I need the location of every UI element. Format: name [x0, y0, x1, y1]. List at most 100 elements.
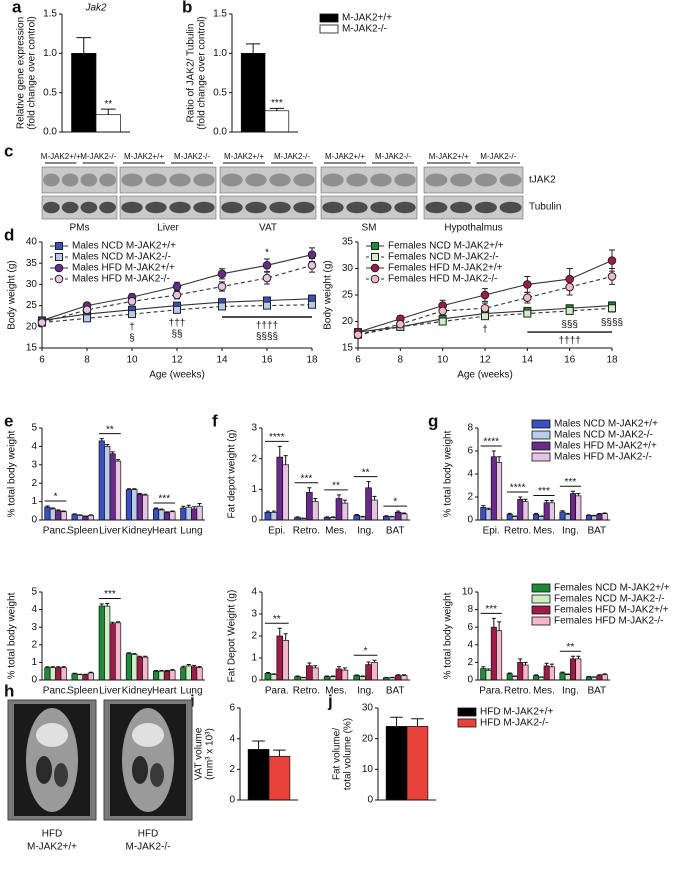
error-bar	[45, 666, 50, 668]
error-bar	[354, 513, 359, 516]
y-axis-label: Ratio of JAK2/ Tubulin	[186, 24, 197, 123]
y-axis-label: (fold change over control)	[27, 16, 38, 129]
bar	[109, 453, 116, 521]
error-bar	[512, 515, 517, 517]
legend-marker	[371, 253, 379, 261]
blot-band	[145, 173, 167, 187]
x-tick-label: Panc.	[43, 526, 69, 537]
bar	[131, 654, 138, 681]
bar	[169, 511, 176, 521]
blot-band	[293, 173, 315, 187]
legend-label: Males HFD M-JAK2-/-	[72, 274, 170, 285]
x-tick-label: 6	[355, 355, 361, 366]
y-tick-label: 0	[251, 675, 257, 686]
error-bar	[486, 507, 491, 510]
y-tick-label: 4	[467, 639, 473, 650]
significance: ****	[269, 432, 285, 443]
blot-band	[346, 201, 368, 214]
marker	[565, 282, 574, 292]
error-bar	[164, 511, 169, 513]
error-bar	[192, 506, 197, 509]
legend-swatch	[319, 24, 339, 34]
bar	[548, 502, 555, 521]
error-bar	[396, 510, 401, 513]
legend-label: Males NCD M-JAK2-/-	[72, 252, 171, 263]
legend-label: Females NCD M-JAK2-/-	[554, 594, 665, 605]
blot-strip	[219, 195, 317, 220]
bar	[158, 509, 165, 521]
error-bar	[560, 510, 565, 512]
y-tick-label: 4	[31, 604, 37, 615]
significance: ***	[301, 473, 313, 484]
bar	[371, 499, 378, 521]
y-tick-label: 30	[362, 703, 374, 714]
x-tick-label: Spleen	[67, 686, 98, 697]
y-tick-label: 0.0	[43, 127, 57, 138]
legend-label: Females HFD M-JAK2+/+	[554, 605, 669, 616]
mri-label: M-JAK2+/+	[27, 842, 77, 853]
y-tick-label: 0	[367, 795, 373, 806]
x-tick-label: Panc.	[43, 686, 69, 697]
y-tick-label: 3	[31, 622, 37, 633]
bar	[311, 667, 319, 681]
blot-row-label: Tubulin	[529, 202, 561, 213]
blot-band	[80, 201, 98, 214]
bar	[76, 674, 84, 681]
mri-fat	[36, 723, 68, 747]
bar	[306, 492, 313, 521]
bar	[49, 667, 56, 681]
y-tick-label: 1	[31, 657, 37, 668]
error-bar	[366, 661, 371, 665]
y-axis-label: % total body weight	[7, 592, 18, 679]
bar	[506, 673, 513, 681]
error-bar	[384, 515, 389, 517]
marker	[83, 314, 91, 323]
error-bar	[366, 481, 371, 488]
error-bar	[481, 666, 486, 669]
blot-band	[293, 201, 315, 214]
error-bar	[342, 499, 347, 504]
bar	[480, 668, 487, 681]
bar	[240, 52, 266, 133]
bar	[585, 515, 592, 521]
blot-band	[221, 201, 243, 214]
error-bar	[88, 514, 93, 516]
x-tick-label: BAT	[587, 526, 606, 537]
y-tick-label: 20	[342, 316, 354, 327]
error-bar	[549, 499, 554, 503]
bar	[496, 630, 503, 681]
blot-group-label: Liver	[157, 223, 179, 234]
marker	[173, 305, 181, 314]
bar	[559, 672, 566, 681]
error-bar	[571, 490, 576, 494]
error-bar	[360, 675, 365, 677]
error-bar	[597, 674, 602, 676]
y-tick-label: 1	[251, 653, 257, 664]
significance: ***	[271, 98, 283, 109]
x-tick-label: Kidney	[122, 526, 153, 537]
error-bar	[507, 512, 512, 515]
y-tick-label: 2	[229, 764, 235, 775]
error-bar	[277, 627, 282, 636]
error-bar	[491, 617, 496, 628]
bar	[98, 605, 105, 681]
error-bar	[159, 508, 164, 510]
error-bar	[137, 655, 142, 658]
significance: ††††	[256, 321, 278, 332]
legend-swatch	[531, 616, 551, 626]
bar	[306, 665, 313, 681]
error-bar	[597, 513, 602, 515]
y-tick-label: 6	[467, 622, 473, 633]
error-bar	[154, 669, 159, 672]
error-bar	[126, 488, 131, 490]
error-bar	[170, 510, 175, 512]
error-bar	[143, 655, 148, 658]
bar	[564, 513, 571, 521]
bar	[87, 672, 94, 681]
legend-label: Females NCD M-JAK2+/+	[388, 241, 504, 252]
panel-label: d	[4, 225, 14, 244]
marker	[263, 301, 271, 310]
x-tick-label: Mes.	[533, 526, 555, 537]
blot-band	[425, 173, 448, 187]
x-tick-label: Epi.	[483, 526, 500, 537]
